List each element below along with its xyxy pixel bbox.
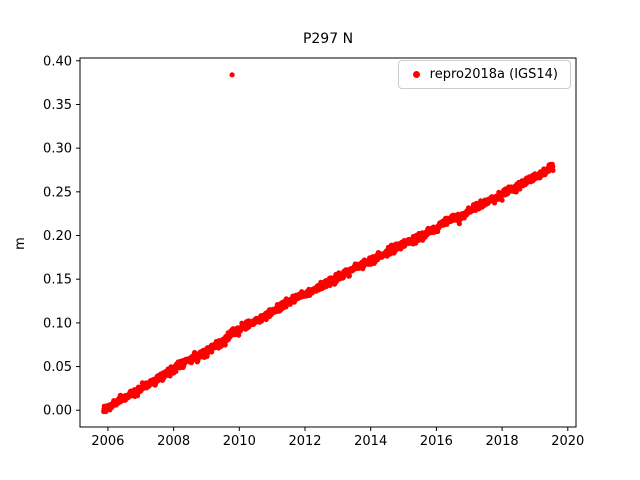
y-tick-label: 0.25 <box>43 185 72 200</box>
series-points <box>101 161 556 415</box>
y-tick-label: 0.40 <box>43 54 72 69</box>
x-tick-label: 2016 <box>420 434 453 449</box>
legend: repro2018a (IGS14) <box>397 60 571 89</box>
x-tick-label: 2006 <box>91 434 124 449</box>
y-tick-label: 0.20 <box>43 229 72 244</box>
x-tick-label: 2014 <box>354 434 387 449</box>
x-tick-label: 2008 <box>157 434 190 449</box>
y-tick-label: 0.00 <box>43 404 72 419</box>
y-tick-label: 0.15 <box>43 273 72 288</box>
y-tick-label: 0.30 <box>43 142 72 157</box>
x-axis: 2006 2008 2010 2012 2014 2016 2018 2020 <box>91 427 584 449</box>
x-tick-label: 2018 <box>486 434 519 449</box>
y-tick-label: 0.10 <box>43 316 72 331</box>
y-tick-label: 0.05 <box>43 360 72 375</box>
axes-spines <box>79 57 577 428</box>
legend-marker-icon <box>412 71 420 78</box>
x-tick-label: 2020 <box>551 434 584 449</box>
y-axis: 0.00 0.05 0.10 0.15 0.20 0.25 0.30 0.35 0.40 <box>43 54 80 419</box>
outlier-point <box>229 72 235 78</box>
x-tick-label: 2012 <box>288 434 321 449</box>
legend-label: repro2018a (IGS14) <box>429 67 558 82</box>
x-tick-label: 2010 <box>223 434 256 449</box>
chart-title: P297 N <box>302 31 354 47</box>
y-tick-label: 0.35 <box>43 98 72 113</box>
